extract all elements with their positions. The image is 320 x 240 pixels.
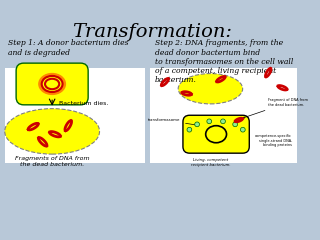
- Ellipse shape: [42, 76, 62, 92]
- Text: Bacterium dies.: Bacterium dies.: [59, 101, 108, 106]
- Text: transformasome: transformasome: [148, 118, 197, 126]
- Text: Transformation:: Transformation:: [72, 23, 232, 41]
- Circle shape: [195, 122, 199, 127]
- Ellipse shape: [45, 79, 59, 89]
- Circle shape: [240, 127, 245, 132]
- Circle shape: [187, 127, 192, 132]
- Text: Step 1: A donor bacterium dies
and is degraded: Step 1: A donor bacterium dies and is de…: [8, 39, 128, 57]
- FancyBboxPatch shape: [183, 115, 249, 153]
- Ellipse shape: [178, 73, 243, 104]
- Text: competence-specific
single-strand DNA-
binding proteins: competence-specific single-strand DNA- b…: [255, 134, 292, 147]
- Circle shape: [220, 119, 225, 124]
- Text: Fragment of DNA from
the dead bacterium.: Fragment of DNA from the dead bacterium.: [243, 98, 308, 118]
- Circle shape: [207, 119, 212, 124]
- Ellipse shape: [39, 73, 65, 94]
- Text: Fragments of DNA from
the dead bacterium.: Fragments of DNA from the dead bacterium…: [15, 156, 90, 167]
- Text: Living, competent
recipient bacterium.: Living, competent recipient bacterium.: [191, 158, 230, 167]
- Text: Step 2: DNA fragments, from the
dead donor bacterium bind
to transformasomes on : Step 2: DNA fragments, from the dead don…: [155, 39, 293, 84]
- Ellipse shape: [5, 109, 100, 154]
- Ellipse shape: [206, 126, 227, 143]
- FancyBboxPatch shape: [5, 68, 145, 163]
- FancyBboxPatch shape: [16, 63, 88, 105]
- Circle shape: [233, 122, 237, 127]
- FancyBboxPatch shape: [150, 68, 297, 163]
